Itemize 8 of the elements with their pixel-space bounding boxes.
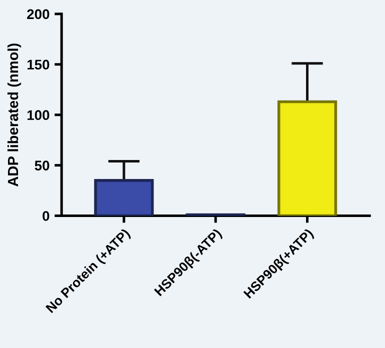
y-axis-title: ADP liberated (nmol)	[7, 44, 22, 186]
y-tick-label: 100	[28, 110, 50, 120]
y-tick-label: 50	[34, 160, 50, 170]
y-tick-label: 150	[28, 60, 50, 70]
bar	[277, 100, 338, 216]
bar	[94, 179, 154, 216]
y-tick-label: 0	[42, 211, 50, 221]
y-tick-label: 200	[27, 9, 50, 20]
